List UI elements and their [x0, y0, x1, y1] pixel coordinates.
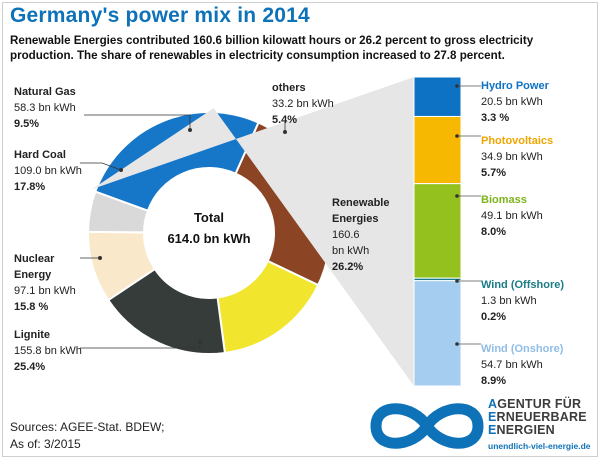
breakdown-segment-biomass [413, 183, 462, 279]
segment-percent: 5.7% [481, 167, 507, 179]
slice-name: Natural Gas [14, 86, 76, 98]
slice-leader-line [80, 162, 122, 171]
segment-label-hydro: Hydro Power 20.5 bn kWh 3.3 % [481, 78, 549, 126]
segment-leader-dot [455, 279, 459, 283]
slice-name-line1: Nuclear [14, 253, 55, 265]
slice-value: 109.0 bn kWh [14, 165, 82, 177]
slice-label-hard-coal: Hard Coal 109.0 bn kWh 17.8% [14, 147, 82, 195]
segment-value: 1.3 bn kWh [481, 295, 537, 307]
slice-leader-dot [119, 168, 123, 172]
slice-name: others [272, 82, 306, 94]
slice-value: 58.3 bn kWh [14, 102, 76, 114]
slice-label-others: others 33.2 bn kWh 5.4% [272, 80, 334, 128]
donut-slice-others [86, 190, 150, 234]
slice-percent: 26.2% [332, 261, 364, 273]
slice-label-lignite: Lignite 155.8 bn kWh 25.4% [14, 327, 82, 375]
slice-percent: 15.8 % [14, 301, 49, 313]
slice-value: 97.1 bn kWh [14, 285, 76, 297]
logo-line-3: ENERGIEN [488, 423, 555, 437]
logo-line-1: AGENTUR FÜR [488, 397, 582, 411]
segment-leader-dot [455, 84, 459, 88]
slice-name: Hard Coal [14, 149, 66, 161]
slice-name-line2: Energies [332, 213, 379, 225]
chart-subtitle: Renewable Energies contributed 160.6 bil… [10, 34, 534, 62]
segment-value: 20.5 bn kWh [481, 96, 543, 108]
segment-value: 34.9 bn kWh [481, 151, 543, 163]
segment-name: Wind (Onshore) [481, 343, 564, 355]
breakdown-segment-photovoltaics [413, 115, 462, 185]
renewable-connector-wedge [91, 77, 414, 386]
segment-name: Photovoltaics [481, 135, 554, 147]
slice-value: 155.8 bn kWh [14, 345, 82, 357]
center-title: Total [193, 210, 225, 225]
chart-title: Germany's power mix in 2014 [10, 4, 310, 27]
segment-value: 54.7 bn kWh [481, 359, 543, 371]
segment-name: Hydro Power [481, 80, 549, 92]
segment-percent: 0.2% [481, 311, 507, 323]
logo-line-2: ERNEUERBARE [488, 410, 587, 424]
slice-name: Lignite [14, 329, 51, 341]
slice-percent: 17.8% [14, 181, 46, 193]
segment-leader-dot [455, 194, 459, 198]
slice-leader-dot [198, 340, 202, 344]
slice-leader-dot [283, 130, 287, 134]
slice-percent: 5.4% [272, 114, 298, 126]
breakdown-segment-wind-onshore [413, 280, 462, 387]
slice-label-nuclear: Nuclear Energy 97.1 bn kWh 15.8 % [14, 251, 76, 315]
segment-percent: 3.3 % [481, 112, 510, 124]
slice-label-renewable: Renewable Energies 160.6 bn kWh 26.2% [332, 195, 389, 275]
donut-slice-renewable-energies [94, 111, 260, 213]
breakdown-segment-hydro-power [413, 76, 462, 117]
segment-label-wind-offshore: Wind (Offshore) 1.3 bn kWh 0.2% [481, 277, 564, 325]
slice-unit: bn kWh [332, 245, 370, 257]
slice-value: 33.2 bn kWh [272, 98, 334, 110]
segment-leader-dot [455, 342, 459, 346]
slice-percent: 9.5% [14, 118, 40, 130]
slice-percent: 25.4% [14, 361, 46, 373]
slice-leader-dot [188, 128, 192, 132]
segment-name: Biomass [481, 194, 527, 206]
infinity-logo-icon [370, 403, 484, 449]
segment-label-wind-onshore: Wind (Onshore) 54.7 bn kWh 8.9% [481, 341, 563, 389]
segment-leader-dot [455, 134, 459, 138]
center-value: 614.0 bn kWh [167, 231, 251, 246]
segment-value: 49.1 bn kWh [481, 210, 543, 222]
slice-value: 160.6 [332, 229, 360, 241]
agency-logo-text: AGENTUR FÜR ERNEUERBARE ENERGIEN [488, 398, 587, 437]
segment-percent: 8.0% [481, 226, 507, 238]
segment-label-photovoltaics: Photovoltaics 34.9 bn kWh 5.7% [481, 133, 553, 181]
sources-text: Sources: AGEE-Stat. BDEW; [10, 420, 165, 434]
slice-leader-line [84, 114, 191, 130]
slice-name-line1: Renewable [332, 197, 390, 209]
segment-name: Wind (Offshore) [481, 279, 564, 291]
logo-url: unendlich-viel-energie.de [488, 441, 591, 451]
as-of-text: As of: 3/2015 [10, 437, 81, 451]
donut-center-label: Total 614.0 bn kWh [144, 207, 274, 249]
slice-leader-dot [98, 256, 102, 260]
sources-note: Sources: AGEE-Stat. BDEW; As of: 3/2015 [10, 419, 165, 453]
segment-label-biomass: Biomass 49.1 bn kWh 8.0% [481, 192, 543, 240]
slice-name-line2: Energy [14, 269, 52, 281]
slice-label-natural-gas: Natural Gas 58.3 bn kWh 9.5% [14, 84, 76, 132]
segment-percent: 8.9% [481, 375, 507, 387]
